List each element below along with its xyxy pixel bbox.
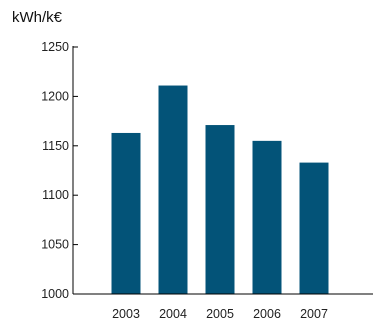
x-tick-label-2003: 2003 [112,307,140,321]
y-tick-label-1200: 1200 [41,89,69,103]
y-tick-label-1050: 1050 [41,238,69,252]
x-ticks-group: 2003 2004 2005 2006 2007 [112,307,328,321]
bar-2004 [158,85,188,294]
bar-2005 [205,125,235,294]
y-tick-label-1000: 1000 [41,287,69,301]
bar-2007 [299,162,329,294]
y-unit-label: kWh/k€ [12,9,63,26]
x-tick-label-2006: 2006 [253,307,281,321]
y-tick-label-1250: 1250 [41,40,69,54]
y-ticks-group: 1000 1050 1100 1150 1200 1250 [41,40,78,301]
x-tick-label-2007: 2007 [300,307,328,321]
y-tick-label-1100: 1100 [42,188,69,202]
bars-group [111,85,329,294]
x-tick-label-2005: 2005 [206,307,234,321]
bar-2003 [111,132,141,294]
x-tick-label-2004: 2004 [159,307,187,321]
bar-2006 [252,140,282,294]
y-tick-label-1150: 1150 [42,139,69,153]
